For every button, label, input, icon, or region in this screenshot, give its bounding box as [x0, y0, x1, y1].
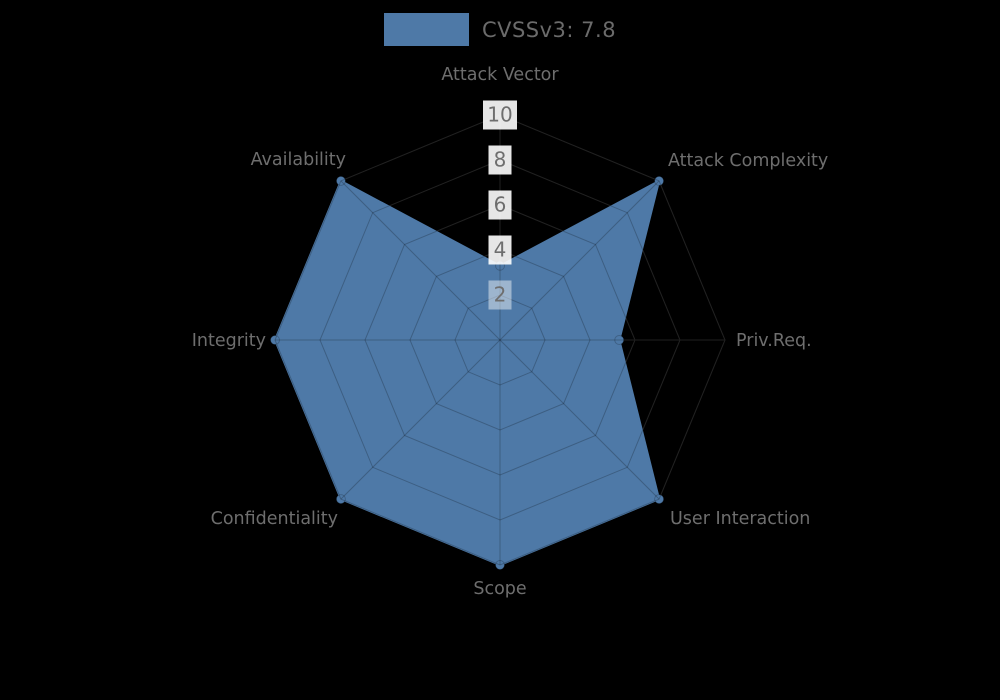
axis-label-confidentiality: Confidentiality — [211, 509, 338, 529]
radial-tick-label: 4 — [494, 238, 507, 262]
radar-grid-ring — [319, 159, 681, 521]
radar-grid-over — [274, 114, 726, 566]
axis-label-priv-req: Priv.Req. — [736, 331, 812, 351]
radial-tick-backdrop — [488, 280, 512, 310]
radar-vertex-dot — [654, 494, 665, 505]
radar-vertex-dot — [654, 175, 665, 186]
radar-grid-ring — [454, 294, 546, 386]
radar-grid-ring — [274, 114, 726, 566]
chart-legend: CVSSv3: 7.8 — [0, 13, 1000, 46]
axis-label-user-interaction: User Interaction — [670, 509, 810, 529]
radar-vertex-dot — [495, 560, 505, 570]
radar-grid-ring — [364, 204, 636, 476]
radial-tick-label: 2 — [494, 283, 507, 307]
axis-label-integrity: Integrity — [192, 331, 266, 351]
radial-tick-backdrop — [488, 145, 512, 175]
radar-axis-spoke — [340, 180, 501, 341]
radar-axis-spoke — [340, 339, 501, 500]
radial-tick-backdrop — [488, 190, 512, 220]
radar-vertex-dot — [335, 494, 346, 505]
radial-tick-label: 10 — [487, 103, 512, 127]
radial-tick-backdrop — [483, 100, 517, 130]
radar-vertex-dot — [270, 335, 280, 345]
radial-tick-label: 6 — [494, 193, 507, 217]
legend-label: CVSSv3: 7.8 — [481, 17, 617, 42]
radial-tick-backdrop — [488, 235, 512, 265]
radar-grid-ring — [409, 249, 591, 431]
radar-vertex-dot — [335, 175, 346, 186]
radar-axis-spoke — [499, 180, 660, 341]
radar-axis-spoke — [499, 339, 660, 500]
legend-swatch — [383, 13, 469, 46]
axis-label-scope: Scope — [473, 579, 526, 599]
axis-label-attack-complexity: Attack Complexity — [668, 151, 828, 171]
radial-tick-label: 8 — [494, 148, 507, 172]
axis-label-attack-vector: Attack Vector — [441, 65, 559, 85]
axis-label-availability: Availability — [251, 150, 346, 170]
radar-vertex-dot — [614, 335, 625, 345]
